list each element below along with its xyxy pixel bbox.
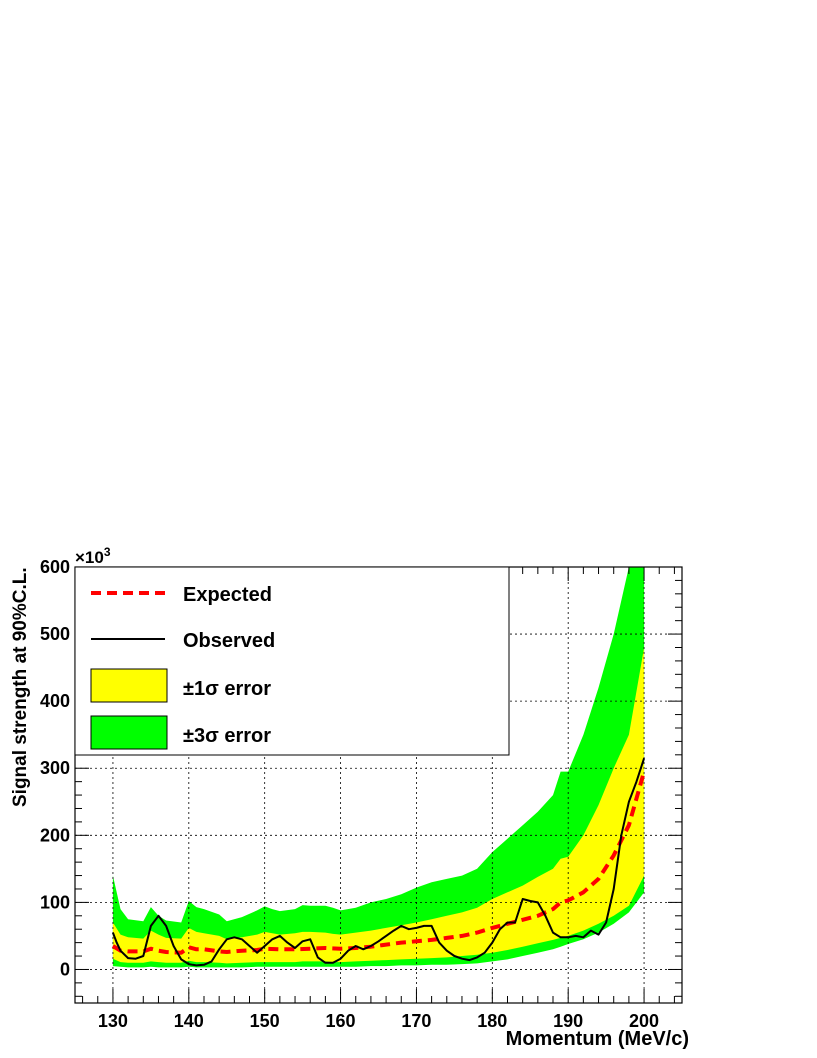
x-tick-label: 150 <box>250 1011 280 1031</box>
y-tick-label: 600 <box>40 557 70 577</box>
observed-line <box>111 757 646 967</box>
y-tick-label: 100 <box>40 892 70 912</box>
y-tick-label: 500 <box>40 624 70 644</box>
x-tick-label: 190 <box>553 1011 583 1031</box>
x-tick-label: 170 <box>401 1011 431 1031</box>
error-bands <box>112 567 645 968</box>
y-tick-label: 0 <box>60 959 70 979</box>
legend-label-observed: Observed <box>183 630 275 652</box>
series-lines <box>111 757 647 967</box>
x-axis-label: Momentum (MeV/c) <box>506 1028 689 1050</box>
x-tick-label: 140 <box>174 1011 204 1031</box>
legend-label-expected: Expected <box>183 584 272 606</box>
legend: Expected Observed ±1σ error ±3σ error <box>74 566 510 756</box>
legend-label-1sigma: ±1σ error <box>183 678 271 700</box>
legend-swatch-3sigma <box>90 715 168 750</box>
x-tick-label: 160 <box>326 1011 356 1031</box>
axis-ticks: 130 140 150 160 170 180 190 200 0 100 200 300 400 500… <box>40 557 682 1031</box>
y-axis-label: Signal strength at 90%C.L. <box>10 567 31 807</box>
y-tick-label: 400 <box>40 691 70 711</box>
band-3sigma <box>112 567 645 968</box>
expected-line <box>111 771 647 955</box>
y-tick-label: 300 <box>40 758 70 778</box>
legend-swatch-1sigma <box>90 668 168 703</box>
y-axis-multiplier: ×103 <box>75 545 111 567</box>
x-tick-label: 180 <box>477 1011 507 1031</box>
y-tick-label: 200 <box>40 825 70 845</box>
legend-label-3sigma: ±3σ error <box>183 725 271 747</box>
x-tick-label: 200 <box>629 1011 659 1031</box>
x-tick-label: 130 <box>98 1011 128 1031</box>
